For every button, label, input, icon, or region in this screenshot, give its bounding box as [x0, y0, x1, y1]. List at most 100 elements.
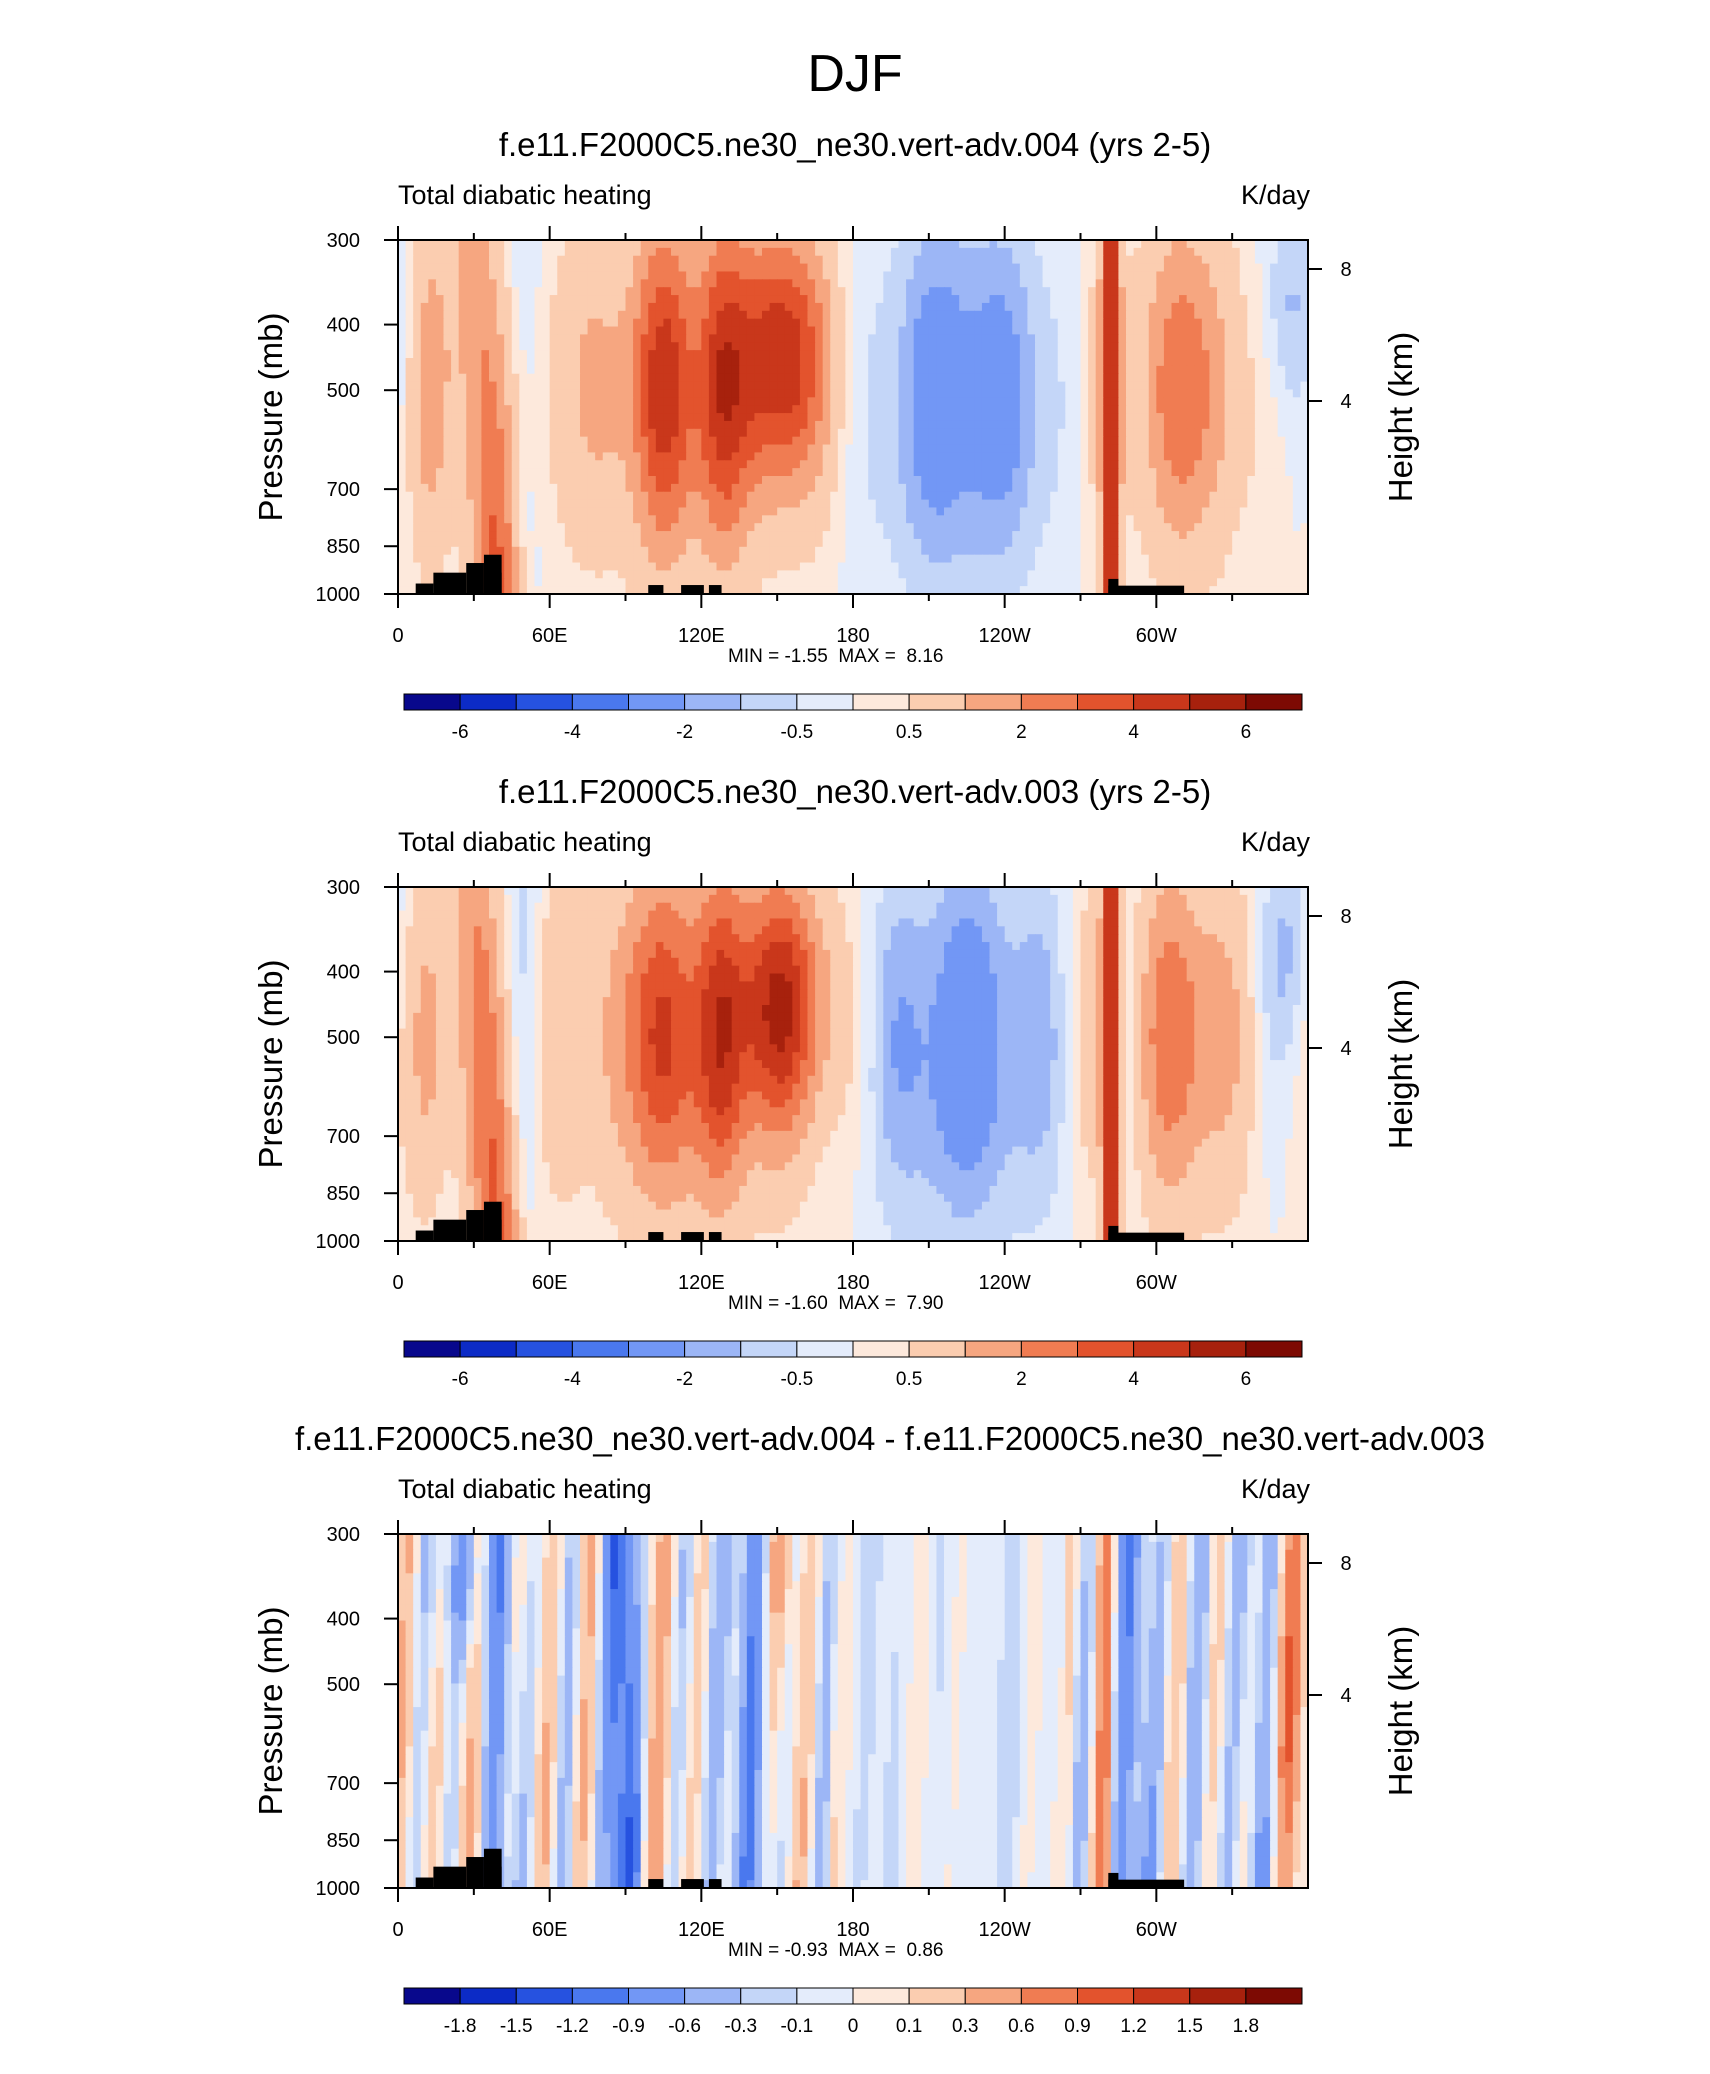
contour-cell: [413, 381, 422, 391]
contour-cell: [435, 468, 445, 477]
contour-cell: [640, 483, 649, 493]
contour-cell: [534, 310, 543, 320]
contour-cell: [784, 373, 793, 383]
contour-cell: [1171, 405, 1180, 414]
contour-cell: [496, 483, 505, 493]
contour-cell: [746, 381, 756, 391]
contour-cell: [617, 263, 627, 273]
contour-cell: [580, 263, 589, 273]
contour-cell: [489, 460, 498, 469]
contour-cell: [602, 334, 611, 343]
contour-cell: [633, 381, 642, 391]
contour-cell: [580, 452, 589, 461]
contour-cell: [1072, 420, 1082, 430]
contour-cell: [928, 263, 938, 273]
contour-cell: [989, 523, 998, 532]
contour-cell: [489, 271, 498, 280]
contour-cell: [1057, 373, 1066, 383]
contour-cell: [1217, 287, 1226, 296]
contour-cell: [1141, 546, 1150, 556]
contour-cell: [420, 397, 429, 406]
contour-cell: [572, 413, 581, 422]
contour-cell: [595, 350, 604, 359]
contour-cell: [716, 295, 725, 304]
contour-cell: [443, 499, 452, 509]
contour-cell: [799, 531, 809, 540]
contour-cell: [473, 255, 483, 265]
contour-cell: [1019, 397, 1029, 406]
contour-cell: [466, 546, 475, 556]
contour-cell: [716, 302, 725, 312]
contour-cell: [640, 240, 649, 249]
contour-cell: [693, 365, 702, 375]
contour-cell: [822, 255, 831, 265]
contour-cell: [966, 358, 975, 367]
contour-cell: [739, 562, 748, 571]
contour-cell: [1110, 263, 1120, 273]
contour-cell: [928, 295, 938, 304]
contour-cell: [799, 468, 809, 477]
contour-cell: [1148, 240, 1157, 249]
contour-cell: [784, 310, 793, 320]
contour-cell: [496, 295, 505, 304]
contour-cell: [1179, 397, 1188, 406]
contour-cell: [1103, 240, 1112, 249]
contour-cell: [473, 452, 483, 461]
contour-cell: [420, 499, 429, 509]
contour-cell: [792, 452, 801, 461]
contour-cell: [1042, 554, 1051, 564]
contour-cell: [777, 546, 786, 556]
contour-cell: [489, 295, 498, 304]
contour-cell: [1004, 389, 1013, 398]
contour-cell: [587, 310, 596, 320]
contour-cell: [428, 507, 437, 516]
contour-cell: [754, 436, 763, 446]
contour-cell: [458, 444, 467, 453]
contour-cell: [1186, 428, 1195, 438]
contour-cell: [868, 523, 877, 532]
contour-cell: [1186, 483, 1195, 493]
contour-cell: [671, 554, 680, 564]
contour-cell: [1004, 302, 1013, 312]
contour-cell: [1232, 302, 1241, 312]
contour-cell: [716, 507, 725, 516]
contour-cell: [489, 373, 498, 383]
contour-cell: [739, 381, 748, 391]
contour-cell: [458, 389, 467, 398]
contour-cell: [1035, 247, 1044, 257]
contour-cell: [1163, 365, 1173, 375]
contour-cell: [663, 436, 672, 446]
contour-cell: [1239, 405, 1248, 414]
contour-cell: [549, 483, 558, 493]
contour-cell: [1232, 342, 1241, 351]
contour-cell: [1247, 468, 1256, 477]
contour-cell: [428, 397, 437, 406]
contour-cell: [663, 476, 672, 485]
contour-cell: [405, 365, 414, 375]
contour-cell: [936, 342, 945, 351]
contour-cell: [542, 240, 551, 249]
contour-cell: [1035, 476, 1044, 485]
contour-cell: [587, 413, 596, 422]
contour-cell: [458, 373, 467, 383]
contour-cell: [1019, 263, 1029, 273]
contour-cell: [1270, 428, 1279, 438]
contour-cell: [701, 318, 710, 328]
contour-cell: [1247, 334, 1256, 343]
contour-cell: [716, 554, 725, 564]
contour-cell: [890, 538, 900, 548]
contour-cell: [1012, 295, 1021, 304]
contour-cell: [708, 546, 718, 556]
contour-cell: [398, 523, 407, 532]
contour-cell: [671, 326, 680, 335]
contour-cell: [1300, 365, 1309, 375]
contour-cell: [398, 381, 407, 391]
contour-cell: [875, 444, 884, 453]
contour-cell: [564, 523, 574, 532]
contour-cell: [724, 507, 733, 516]
contour-cell: [1163, 271, 1173, 280]
contour-cell: [981, 546, 991, 556]
contour-cell: [769, 444, 778, 453]
contour-cell: [398, 452, 407, 461]
contour-cell: [1186, 507, 1195, 516]
